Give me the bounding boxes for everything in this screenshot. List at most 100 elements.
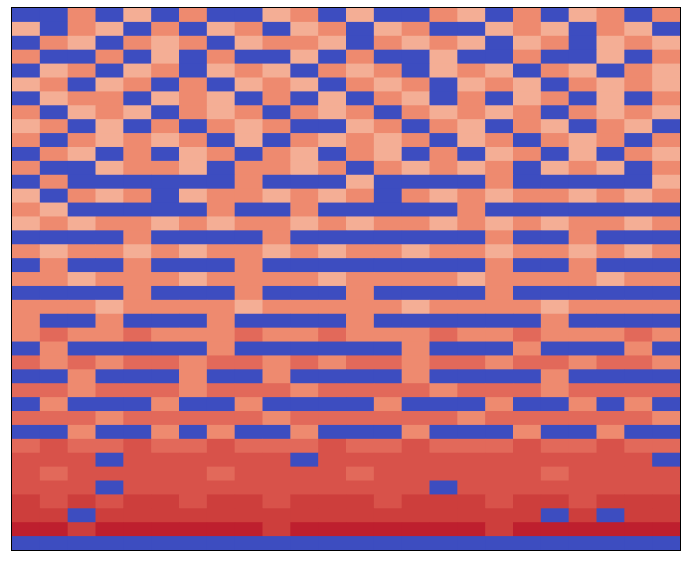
heatmap-cell (513, 383, 542, 398)
heatmap-cell (67, 8, 96, 23)
heatmap-cell (401, 160, 430, 176)
heatmap-cell (429, 230, 458, 245)
heatmap-cell (95, 424, 124, 440)
heatmap-cell (290, 480, 319, 495)
heatmap-cell (485, 341, 514, 356)
heatmap-cell (262, 77, 291, 92)
heatmap-cell (290, 49, 319, 65)
heatmap-cell (513, 327, 542, 343)
heatmap-cell (39, 216, 69, 231)
heatmap-cell (318, 77, 347, 92)
heatmap-cell (67, 49, 96, 65)
heatmap-cell (67, 327, 96, 343)
heatmap-cell (346, 244, 375, 259)
heatmap-cell (401, 397, 430, 412)
heatmap-cell (67, 313, 96, 329)
heatmap-cell (568, 35, 597, 51)
heatmap-cell (95, 466, 124, 482)
heatmap-cell (318, 272, 347, 287)
heatmap-cell (568, 424, 597, 440)
heatmap-cell (485, 411, 514, 426)
heatmap-cell (513, 313, 542, 329)
heatmap-cell (429, 35, 458, 51)
heatmap-cell (540, 341, 570, 356)
heatmap-cell (540, 174, 570, 190)
heatmap-cell (624, 244, 653, 259)
heatmap-cell (12, 202, 41, 217)
heatmap-cell (346, 452, 375, 468)
heatmap-cell (513, 452, 542, 468)
heatmap-cell (346, 424, 375, 440)
heatmap-cell (206, 216, 236, 231)
heatmap-cell (206, 480, 236, 495)
heatmap-cell (95, 35, 124, 51)
heatmap-cell (179, 508, 208, 523)
heatmap-cell (429, 188, 458, 204)
heatmap-cell (401, 63, 430, 78)
heatmap-cell (123, 327, 152, 343)
heatmap-cell (151, 536, 180, 551)
heatmap-cell (429, 313, 458, 329)
heatmap-cell (206, 202, 236, 217)
heatmap-cell (39, 244, 69, 259)
heatmap-cell (123, 174, 152, 190)
heatmap-cell (151, 411, 180, 426)
heatmap-cell (179, 119, 208, 134)
heatmap-cell (568, 216, 597, 231)
heatmap-cell (346, 216, 375, 231)
heatmap-cell (151, 188, 180, 204)
heatmap-cell (346, 494, 375, 509)
heatmap-cell (206, 8, 236, 23)
heatmap-cell (596, 49, 625, 65)
heatmap-cell (95, 146, 124, 162)
heatmap-cell (12, 480, 41, 495)
heatmap-cell (67, 63, 96, 78)
heatmap-cell (262, 341, 291, 356)
heatmap-cell (624, 230, 653, 245)
heatmap-cell (401, 522, 430, 537)
heatmap-cell (318, 91, 347, 106)
heatmap-cell (624, 63, 653, 78)
heatmap-cell (373, 21, 403, 37)
heatmap-cell (151, 77, 180, 92)
heatmap-cell (151, 508, 180, 523)
heatmap-cell (568, 341, 597, 356)
heatmap-cell (123, 480, 152, 495)
heatmap-cell (67, 174, 96, 190)
heatmap-cell (373, 230, 403, 245)
heatmap-cell (568, 21, 597, 37)
heatmap-cell (540, 424, 570, 440)
heatmap-cell (485, 424, 514, 440)
heatmap-cell (513, 49, 542, 65)
heatmap-cell (457, 244, 486, 259)
heatmap-cell (401, 133, 430, 148)
heatmap-cell (485, 35, 514, 51)
heatmap-cell (652, 188, 681, 204)
heatmap-cell (151, 258, 180, 273)
heatmap-cell (290, 35, 319, 51)
heatmap-cell (373, 258, 403, 273)
heatmap-cell (290, 341, 319, 356)
heatmap-cell (540, 383, 570, 398)
heatmap-cell (346, 202, 375, 217)
heatmap-cell (457, 77, 486, 92)
heatmap-cell (151, 21, 180, 37)
heatmap-cell (123, 272, 152, 287)
heatmap-cell (429, 494, 458, 509)
heatmap-cell (652, 466, 681, 482)
heatmap-cell (429, 424, 458, 440)
heatmap-cell (596, 202, 625, 217)
heatmap-cell (179, 160, 208, 176)
heatmap-cell (67, 285, 96, 301)
heatmap-cell (234, 146, 263, 162)
heatmap-cell (206, 369, 236, 384)
heatmap-cell (12, 77, 41, 92)
heatmap-cell (234, 369, 263, 384)
heatmap-cell (123, 536, 152, 551)
heatmap-cell (596, 230, 625, 245)
heatmap-cell (95, 49, 124, 65)
heatmap-cell (568, 202, 597, 217)
heatmap-cell (39, 424, 69, 440)
heatmap-cell (429, 21, 458, 37)
heatmap-cell (485, 494, 514, 509)
